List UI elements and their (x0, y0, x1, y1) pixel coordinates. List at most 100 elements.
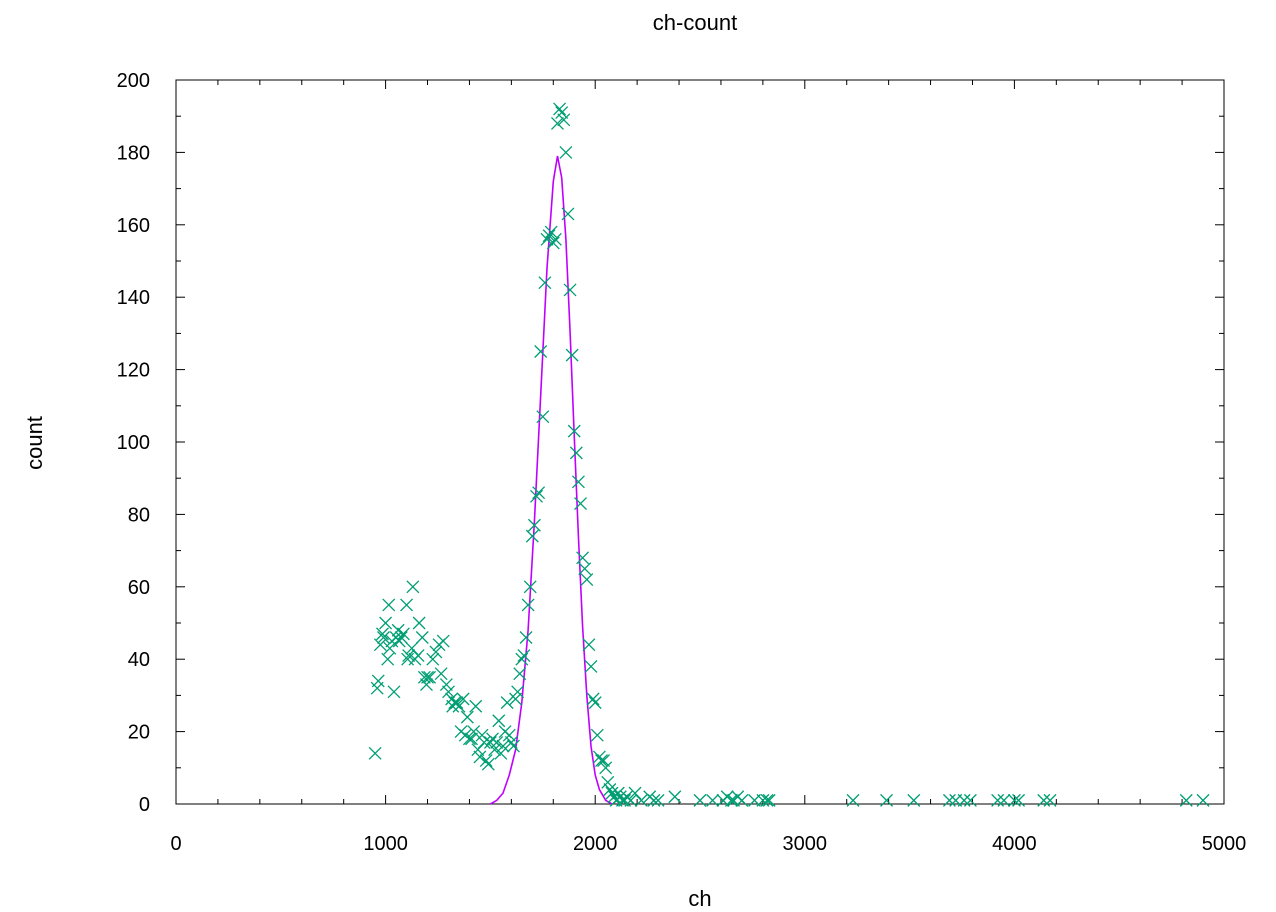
data-point (462, 732, 476, 746)
data-point (417, 670, 431, 684)
data-point (628, 786, 642, 800)
data-point (557, 113, 571, 127)
fit-curve (490, 155, 613, 805)
data-point (634, 793, 648, 807)
data-point (590, 728, 604, 742)
fit-curve-series (490, 155, 613, 805)
data-point (525, 529, 539, 543)
data-point (595, 754, 608, 768)
data-point (538, 276, 552, 290)
data-point (469, 699, 483, 713)
data-point (571, 475, 585, 489)
data-point (406, 580, 420, 594)
data-point (1196, 793, 1210, 807)
data-point (565, 348, 579, 362)
data-point (527, 518, 541, 532)
data-point (578, 562, 592, 576)
data-point (375, 627, 389, 641)
data-point (371, 674, 385, 688)
data-point (559, 145, 573, 159)
data-point (479, 754, 493, 768)
data-point (471, 743, 485, 757)
data-point (724, 793, 738, 807)
y-tick-label: 20 (128, 722, 150, 744)
scatter-series (368, 102, 1210, 807)
data-point (521, 598, 535, 612)
data-point (534, 345, 548, 358)
data-point (436, 634, 450, 648)
data-point (555, 106, 569, 120)
data-point (450, 696, 464, 710)
data-point (519, 631, 533, 644)
data-point (392, 634, 406, 648)
y-tick-label: 180 (117, 142, 150, 164)
y-tick-label: 60 (128, 577, 150, 599)
data-point (492, 714, 506, 728)
data-point (513, 667, 527, 681)
data-point (523, 580, 537, 594)
data-point (942, 793, 956, 807)
data-point (586, 692, 600, 706)
y-axis: 0 20 40 60 80 100 120 140 160 180 200 (117, 70, 1224, 816)
data-point (647, 793, 661, 807)
data-point (693, 793, 707, 807)
data-point (475, 728, 489, 742)
data-point (382, 598, 396, 612)
data-point (756, 793, 770, 807)
y-axis-label: count (22, 416, 47, 470)
data-point (605, 786, 619, 800)
data-point (381, 652, 395, 666)
data-point (379, 616, 393, 630)
chart-title: ch-count (653, 10, 737, 35)
data-point (511, 685, 525, 699)
data-point (597, 754, 611, 768)
data-point (624, 793, 638, 807)
data-point (588, 696, 602, 710)
data-point (601, 775, 615, 789)
data-point (735, 793, 749, 807)
data-point (563, 283, 577, 297)
data-point (477, 736, 491, 749)
data-point (1043, 793, 1057, 807)
data-point (394, 631, 408, 644)
data-point (546, 236, 560, 250)
data-point (442, 685, 455, 699)
data-point (494, 746, 508, 760)
data-point (506, 739, 520, 753)
data-point (421, 670, 434, 684)
data-point (576, 551, 590, 565)
data-point (488, 743, 502, 757)
data-point (574, 497, 587, 510)
data-point (412, 616, 426, 630)
data-point (991, 793, 1005, 807)
data-point (1179, 793, 1193, 807)
data-point (400, 598, 414, 612)
y-tick-label: 0 (139, 794, 150, 816)
y-tick-label: 80 (128, 504, 150, 526)
data-point (405, 641, 419, 655)
data-point (439, 678, 453, 691)
data-point (762, 793, 776, 807)
data-point (551, 116, 564, 130)
data-point (582, 638, 596, 652)
data-point (373, 638, 387, 652)
y-tick-label: 140 (117, 287, 150, 309)
data-point (584, 659, 598, 673)
data-point (426, 652, 440, 666)
x-tick-label: 1000 (363, 833, 408, 855)
x-tick-label: 0 (170, 833, 181, 855)
data-point (452, 699, 466, 713)
data-point (544, 225, 558, 239)
data-point (423, 670, 437, 684)
x-axis: 0 1000 2000 3000 4000 5000 (170, 80, 1246, 855)
data-point (483, 736, 497, 749)
y-tick-label: 120 (117, 360, 150, 382)
data-point (532, 486, 546, 500)
data-point (396, 627, 410, 641)
x-tick-label: 5000 (1202, 833, 1247, 855)
y-tick-label: 160 (117, 215, 150, 237)
x-tick-label: 2000 (573, 833, 618, 855)
data-point (542, 229, 556, 243)
data-point (567, 424, 581, 438)
data-point (467, 725, 481, 739)
